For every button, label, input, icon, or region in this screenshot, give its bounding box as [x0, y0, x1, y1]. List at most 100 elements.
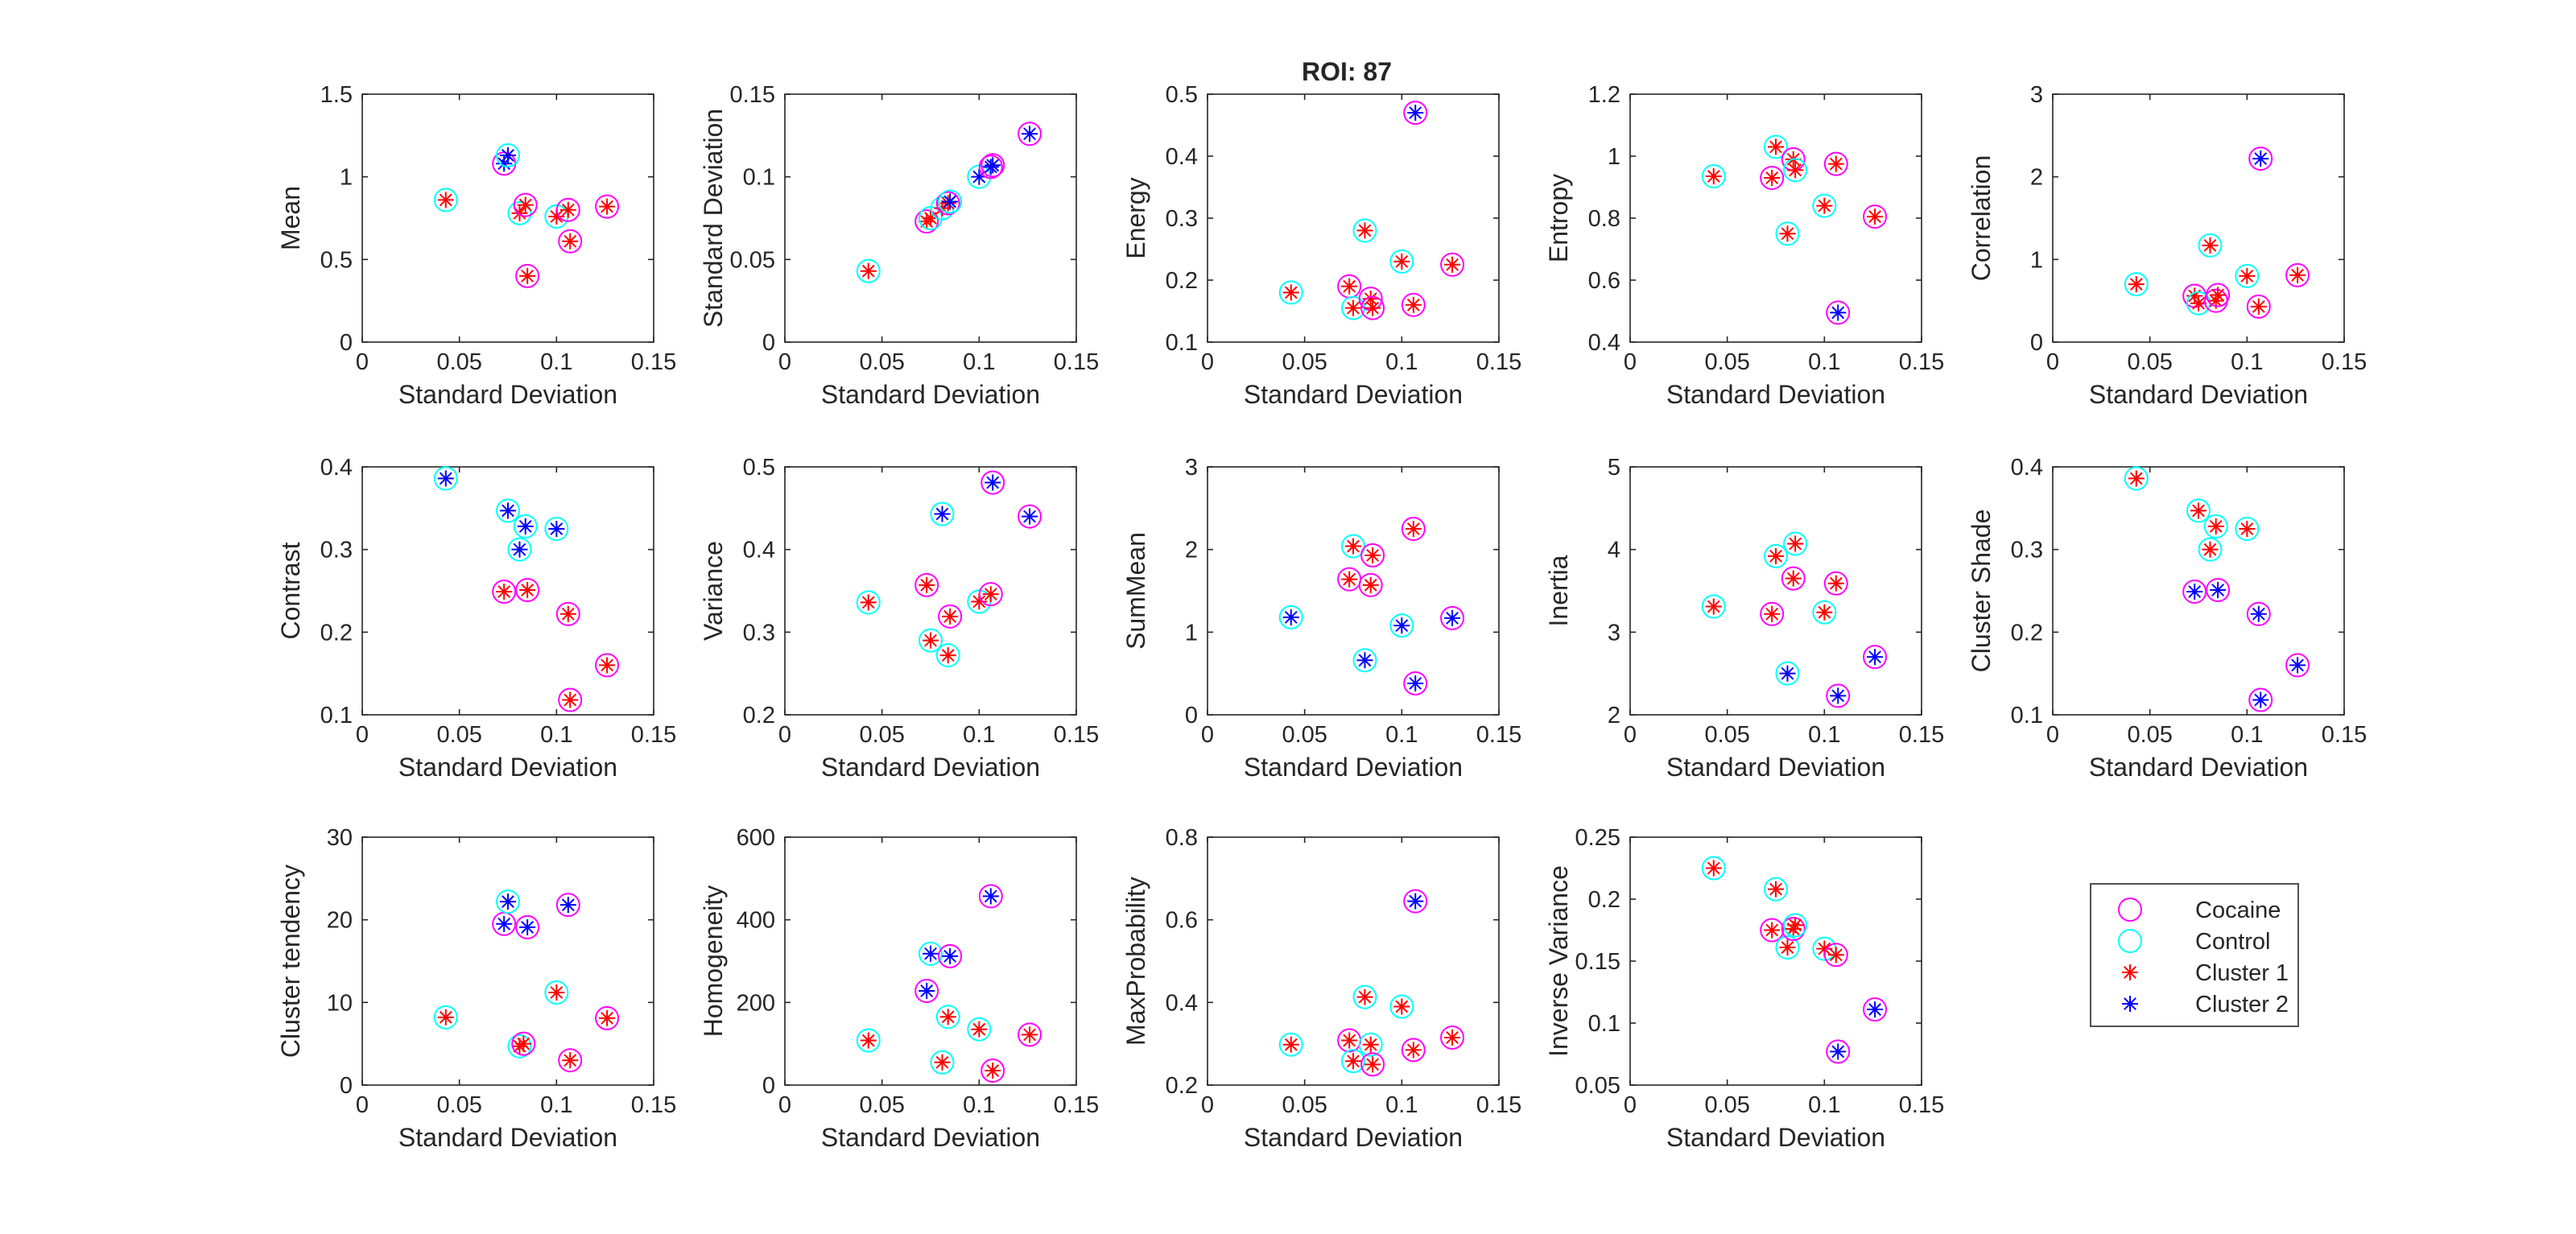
cluster-1-point [1345, 1053, 1361, 1070]
x-tick-label: 0.15 [1054, 349, 1099, 375]
y-tick-label: 0.4 [1588, 330, 1620, 356]
cluster-1-point [2190, 502, 2207, 519]
cocaine-point [1440, 252, 1465, 277]
cluster-1-point [1816, 604, 1833, 621]
cocaine-point [914, 978, 939, 1003]
control-point [1352, 648, 1377, 673]
cluster-2-point [2252, 691, 2269, 708]
y-tick-label: 0.3 [1166, 206, 1198, 232]
x-tick-label: 0.05 [1282, 722, 1327, 748]
x-tick-label: 0.15 [1476, 349, 1521, 375]
x-tick-label: 0 [1624, 722, 1637, 748]
cocaine-point [1863, 645, 1888, 670]
data-points [1701, 531, 1888, 708]
control-point [856, 258, 881, 283]
legend-label: Cocaine [2195, 898, 2281, 923]
y-tick-label: 0.5 [743, 455, 775, 481]
y-axis-label: Standard Deviation [699, 109, 728, 328]
cocaine-point [1823, 571, 1848, 596]
data-points [1278, 889, 1465, 1077]
y-tick-label: 0 [762, 1073, 775, 1099]
cluster-1-point [1022, 1026, 1038, 1043]
y-tick-label: 0.4 [743, 538, 775, 563]
y-axis-label: Inertia [1544, 555, 1573, 626]
cluster-2-point [942, 193, 959, 210]
y-tick-label: 0.3 [320, 538, 353, 563]
legend-item-cluster-1: Cluster 1 [2122, 960, 2289, 986]
y-tick-label: 0.6 [1166, 908, 1198, 934]
cocaine-point [914, 572, 939, 597]
control-point [919, 628, 943, 653]
panel-cluster-shade: 0 0.05 0.1 0.15 0.1 0.2 0.3 0.4 Standard Deviati… [1967, 455, 2367, 782]
control-point [1278, 280, 1303, 305]
data-points [1278, 517, 1465, 695]
cocaine-point [978, 884, 1003, 909]
cluster-2-point [2289, 657, 2306, 674]
cluster-2-point [517, 518, 534, 534]
y-tick-label: 0 [1185, 703, 1198, 728]
x-tick-label: 0.1 [1808, 1092, 1840, 1118]
cluster-1-point [1787, 535, 1804, 552]
cluster-1-point [2250, 298, 2267, 315]
y-tick-label: 0.4 [1166, 990, 1198, 1016]
cluster-1-point [2190, 295, 2207, 312]
panel-inertia: 0 0.05 0.1 0.15 2 3 4 5 Standard Deviation Inerti… [1544, 455, 1944, 782]
cocaine-point [935, 191, 960, 216]
cluster-1-point [2210, 287, 2227, 303]
cluster-1-point [548, 984, 565, 1001]
x-tick-label: 0 [1201, 1092, 1214, 1118]
x-tick-label: 0.1 [1808, 349, 1840, 375]
cluster-2-point [1830, 687, 1847, 704]
y-axis-label: Variance [699, 541, 728, 641]
y-tick-label: 30 [327, 825, 353, 851]
control-point [1775, 661, 1800, 686]
cluster-1-point [562, 1052, 579, 1069]
y-tick-label: 400 [737, 908, 775, 934]
cluster-1-point [1764, 922, 1781, 939]
data-points [433, 889, 620, 1073]
control-point [2198, 233, 2223, 258]
cluster-2-point [1830, 304, 1847, 321]
cocaine-point [980, 470, 1005, 495]
panel-variance: 0 0.05 0.1 0.15 0.2 0.3 0.4 0.5 Standard Deviati… [699, 455, 1099, 782]
cluster-1-point [923, 210, 939, 226]
cluster-1-point [1282, 284, 1299, 301]
cocaine-point [1826, 300, 1851, 325]
control-point [1812, 600, 1837, 625]
cluster-2-point [1444, 609, 1461, 626]
x-tick-label: 0.15 [1899, 1092, 1944, 1118]
cluster-1-point [1345, 299, 1361, 316]
x-tick-label: 0.1 [963, 349, 995, 375]
y-tick-label: 0.2 [743, 703, 775, 728]
cluster-2-point [1867, 1001, 1884, 1018]
y-tick-label: 0 [2030, 330, 2043, 356]
y-tick-label: 0.2 [2011, 620, 2043, 646]
control-point [935, 643, 960, 668]
control-point [2198, 537, 2223, 562]
y-tick-label: 0.2 [320, 620, 353, 646]
x-tick-label: 0.05 [1704, 1092, 1749, 1118]
control-point [856, 1028, 881, 1053]
x-tick-label: 0.05 [859, 1092, 904, 1118]
control-point [1389, 249, 1414, 274]
y-tick-label: 1 [2030, 247, 2043, 273]
control-point [496, 142, 520, 167]
panel-homogeneity: 0 0.05 0.1 0.15 0 200 400 600 Standard Deviation… [699, 825, 1099, 1152]
cluster-1-point [1816, 197, 1833, 214]
cluster-1-point [1827, 947, 1844, 964]
cluster-1-point [559, 605, 576, 622]
x-tick-label: 0 [356, 1092, 369, 1118]
cluster-2-point [985, 157, 1001, 174]
cluster-1-point [1764, 605, 1781, 622]
cluster-1-point [1785, 570, 1802, 587]
cocaine-point [1360, 1052, 1385, 1077]
control-point [2235, 517, 2260, 541]
data-points [856, 470, 1042, 668]
data-points [1701, 134, 1888, 325]
control-point [433, 1005, 458, 1030]
cluster-1-point [860, 262, 877, 279]
cluster-1-point [1341, 571, 1358, 588]
cluster-2-point [1407, 893, 1424, 910]
y-axis-label: Cluster tendency [276, 865, 305, 1058]
